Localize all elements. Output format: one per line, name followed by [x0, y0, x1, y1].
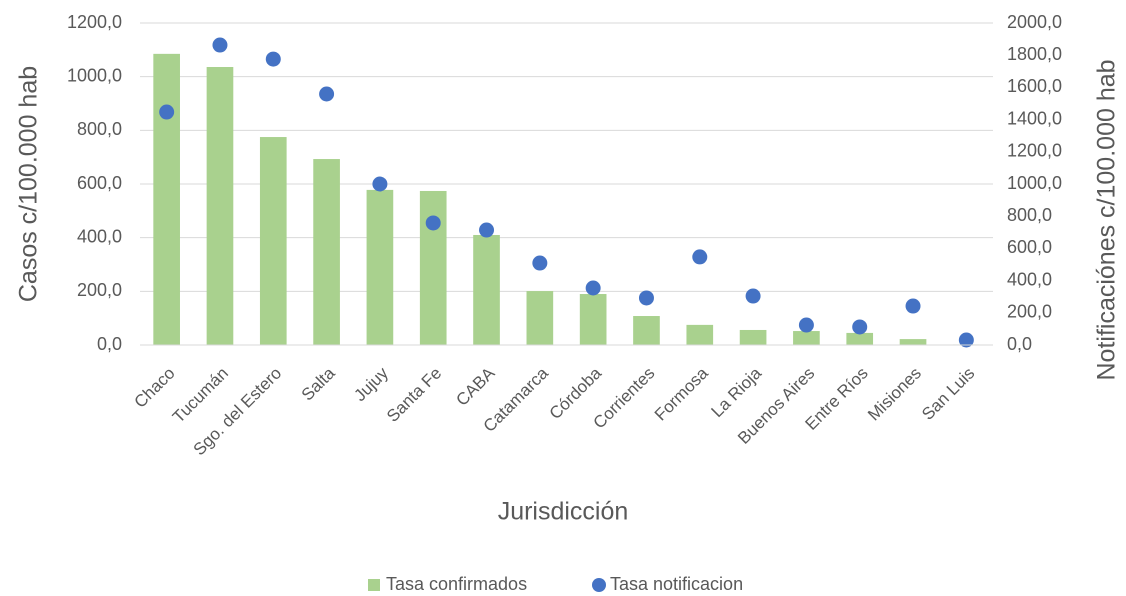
point: [265, 51, 281, 67]
y2-tick-label: 1200,0: [1007, 141, 1062, 161]
legend-swatch: [368, 579, 380, 591]
x-tick-label: Chaco: [130, 364, 178, 412]
x-tick-label: Salta: [298, 363, 339, 404]
y2-axis-title: Notificaciónes c/100.000 hab: [1093, 59, 1121, 380]
y2-tick-label: 1000,0: [1007, 173, 1062, 193]
bar: [793, 331, 820, 345]
point: [958, 332, 974, 348]
bar: [259, 137, 287, 345]
y-tick-label: 1200,0: [67, 12, 122, 32]
x-tick-label: San Luis: [918, 364, 978, 424]
y2-tick-label: 1800,0: [1007, 44, 1062, 64]
y-tick-label: 800,0: [77, 119, 122, 139]
y2-tick-label: 800,0: [1007, 205, 1052, 225]
y-tick-label: 400,0: [77, 226, 122, 246]
bar: [366, 189, 394, 345]
point: [585, 280, 601, 296]
point: [319, 86, 335, 102]
bar: [686, 324, 714, 345]
point: [159, 104, 175, 120]
x-tick-label: Jujuy: [350, 363, 392, 405]
bar: [899, 339, 927, 345]
point: [905, 298, 921, 314]
bar: [846, 332, 874, 345]
x-tick-label: CABA: [452, 363, 499, 410]
y2-tick-label: 2000,0: [1007, 12, 1062, 32]
x-tick-label: Santa Fe: [383, 364, 445, 426]
point: [692, 249, 708, 265]
x-tick-label: Misiones: [864, 364, 925, 425]
y-tick-label: 1000,0: [67, 65, 122, 85]
y2-tick-label: 400,0: [1007, 269, 1052, 289]
bar: [526, 291, 554, 345]
point: [212, 37, 228, 53]
bar: [473, 234, 500, 345]
point: [852, 319, 868, 335]
bar: [206, 67, 234, 346]
legend-label: Tasa confirmados: [386, 574, 527, 594]
point: [479, 222, 495, 238]
y-axis-title: Casos c/100.000 hab: [15, 66, 43, 302]
point: [425, 215, 441, 231]
y2-tick-label: 0,0: [1007, 334, 1032, 354]
bar: [579, 294, 607, 345]
point: [638, 290, 654, 306]
bar: [633, 316, 660, 345]
bar: [153, 53, 180, 345]
point: [372, 176, 388, 192]
y2-tick-label: 1600,0: [1007, 76, 1062, 96]
legend-swatch: [592, 578, 606, 592]
y-tick-label: 200,0: [77, 280, 122, 300]
bar: [313, 159, 340, 345]
point: [532, 255, 548, 271]
y2-tick-label: 200,0: [1007, 302, 1052, 322]
y-tick-label: 0,0: [97, 334, 122, 354]
x-tick-label: Formosa: [651, 363, 712, 424]
bar: [419, 190, 447, 345]
point: [798, 317, 814, 333]
bar: [739, 329, 767, 345]
legend-label: Tasa notificacion: [610, 574, 743, 594]
y-tick-label: 600,0: [77, 173, 122, 193]
y2-tick-label: 600,0: [1007, 237, 1052, 257]
point: [745, 288, 761, 304]
y2-tick-label: 1400,0: [1007, 108, 1062, 128]
x-axis-title: Jurisdicción: [498, 498, 629, 526]
